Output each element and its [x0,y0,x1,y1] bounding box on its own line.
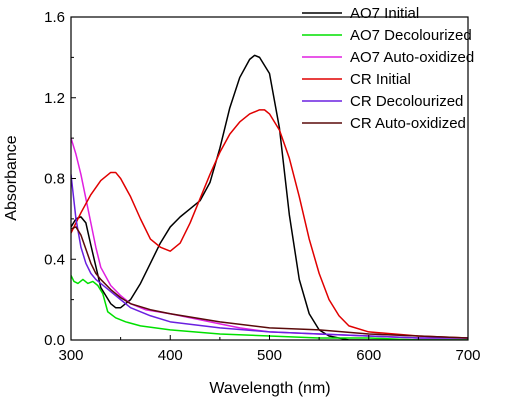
y-tick-label: 1.2 [44,90,65,107]
series-line-cr-auto-oxidized [71,226,468,339]
series-line-cr-decolourized [71,174,468,339]
legend-label-cr-decolourized: CR Decolourized [350,93,463,110]
y-tick-label: 0.0 [44,332,65,349]
legend-label-ao7-initial: AO7 Initial [350,5,419,22]
x-tick-label: 500 [257,347,282,364]
y-tick-label: 0.8 [44,171,65,188]
y-axis-label: Absorbance [3,135,20,220]
legend-label-ao7-decolourized: AO7 Decolourized [350,27,472,44]
x-axis-label: Wavelength (nm) [209,380,330,397]
series-line-cr-initial [71,109,468,339]
legend: AO7 Initial AO7 Decolourized AO7 Auto-oxid… [302,5,474,132]
x-tick-label: 300 [58,347,83,364]
y-tick-label: 1.6 [44,9,65,26]
legend-label-ao7-auto-oxidized: AO7 Auto-oxidized [350,49,474,66]
ticks-layer: 300 400 500 600 700 0.0 0.4 0.8 1.2 1.6 [44,9,480,364]
x-tick-label: 700 [455,347,480,364]
x-tick-label: 600 [356,347,381,364]
x-tick-label: 400 [158,347,183,364]
series-layer [71,54,468,340]
legend-label-cr-initial: CR Initial [350,71,411,88]
series-line-ao7-initial [71,54,468,340]
y-tick-label: 0.4 [44,251,65,268]
legend-label-cr-auto-oxidized: CR Auto-oxidized [350,115,466,132]
